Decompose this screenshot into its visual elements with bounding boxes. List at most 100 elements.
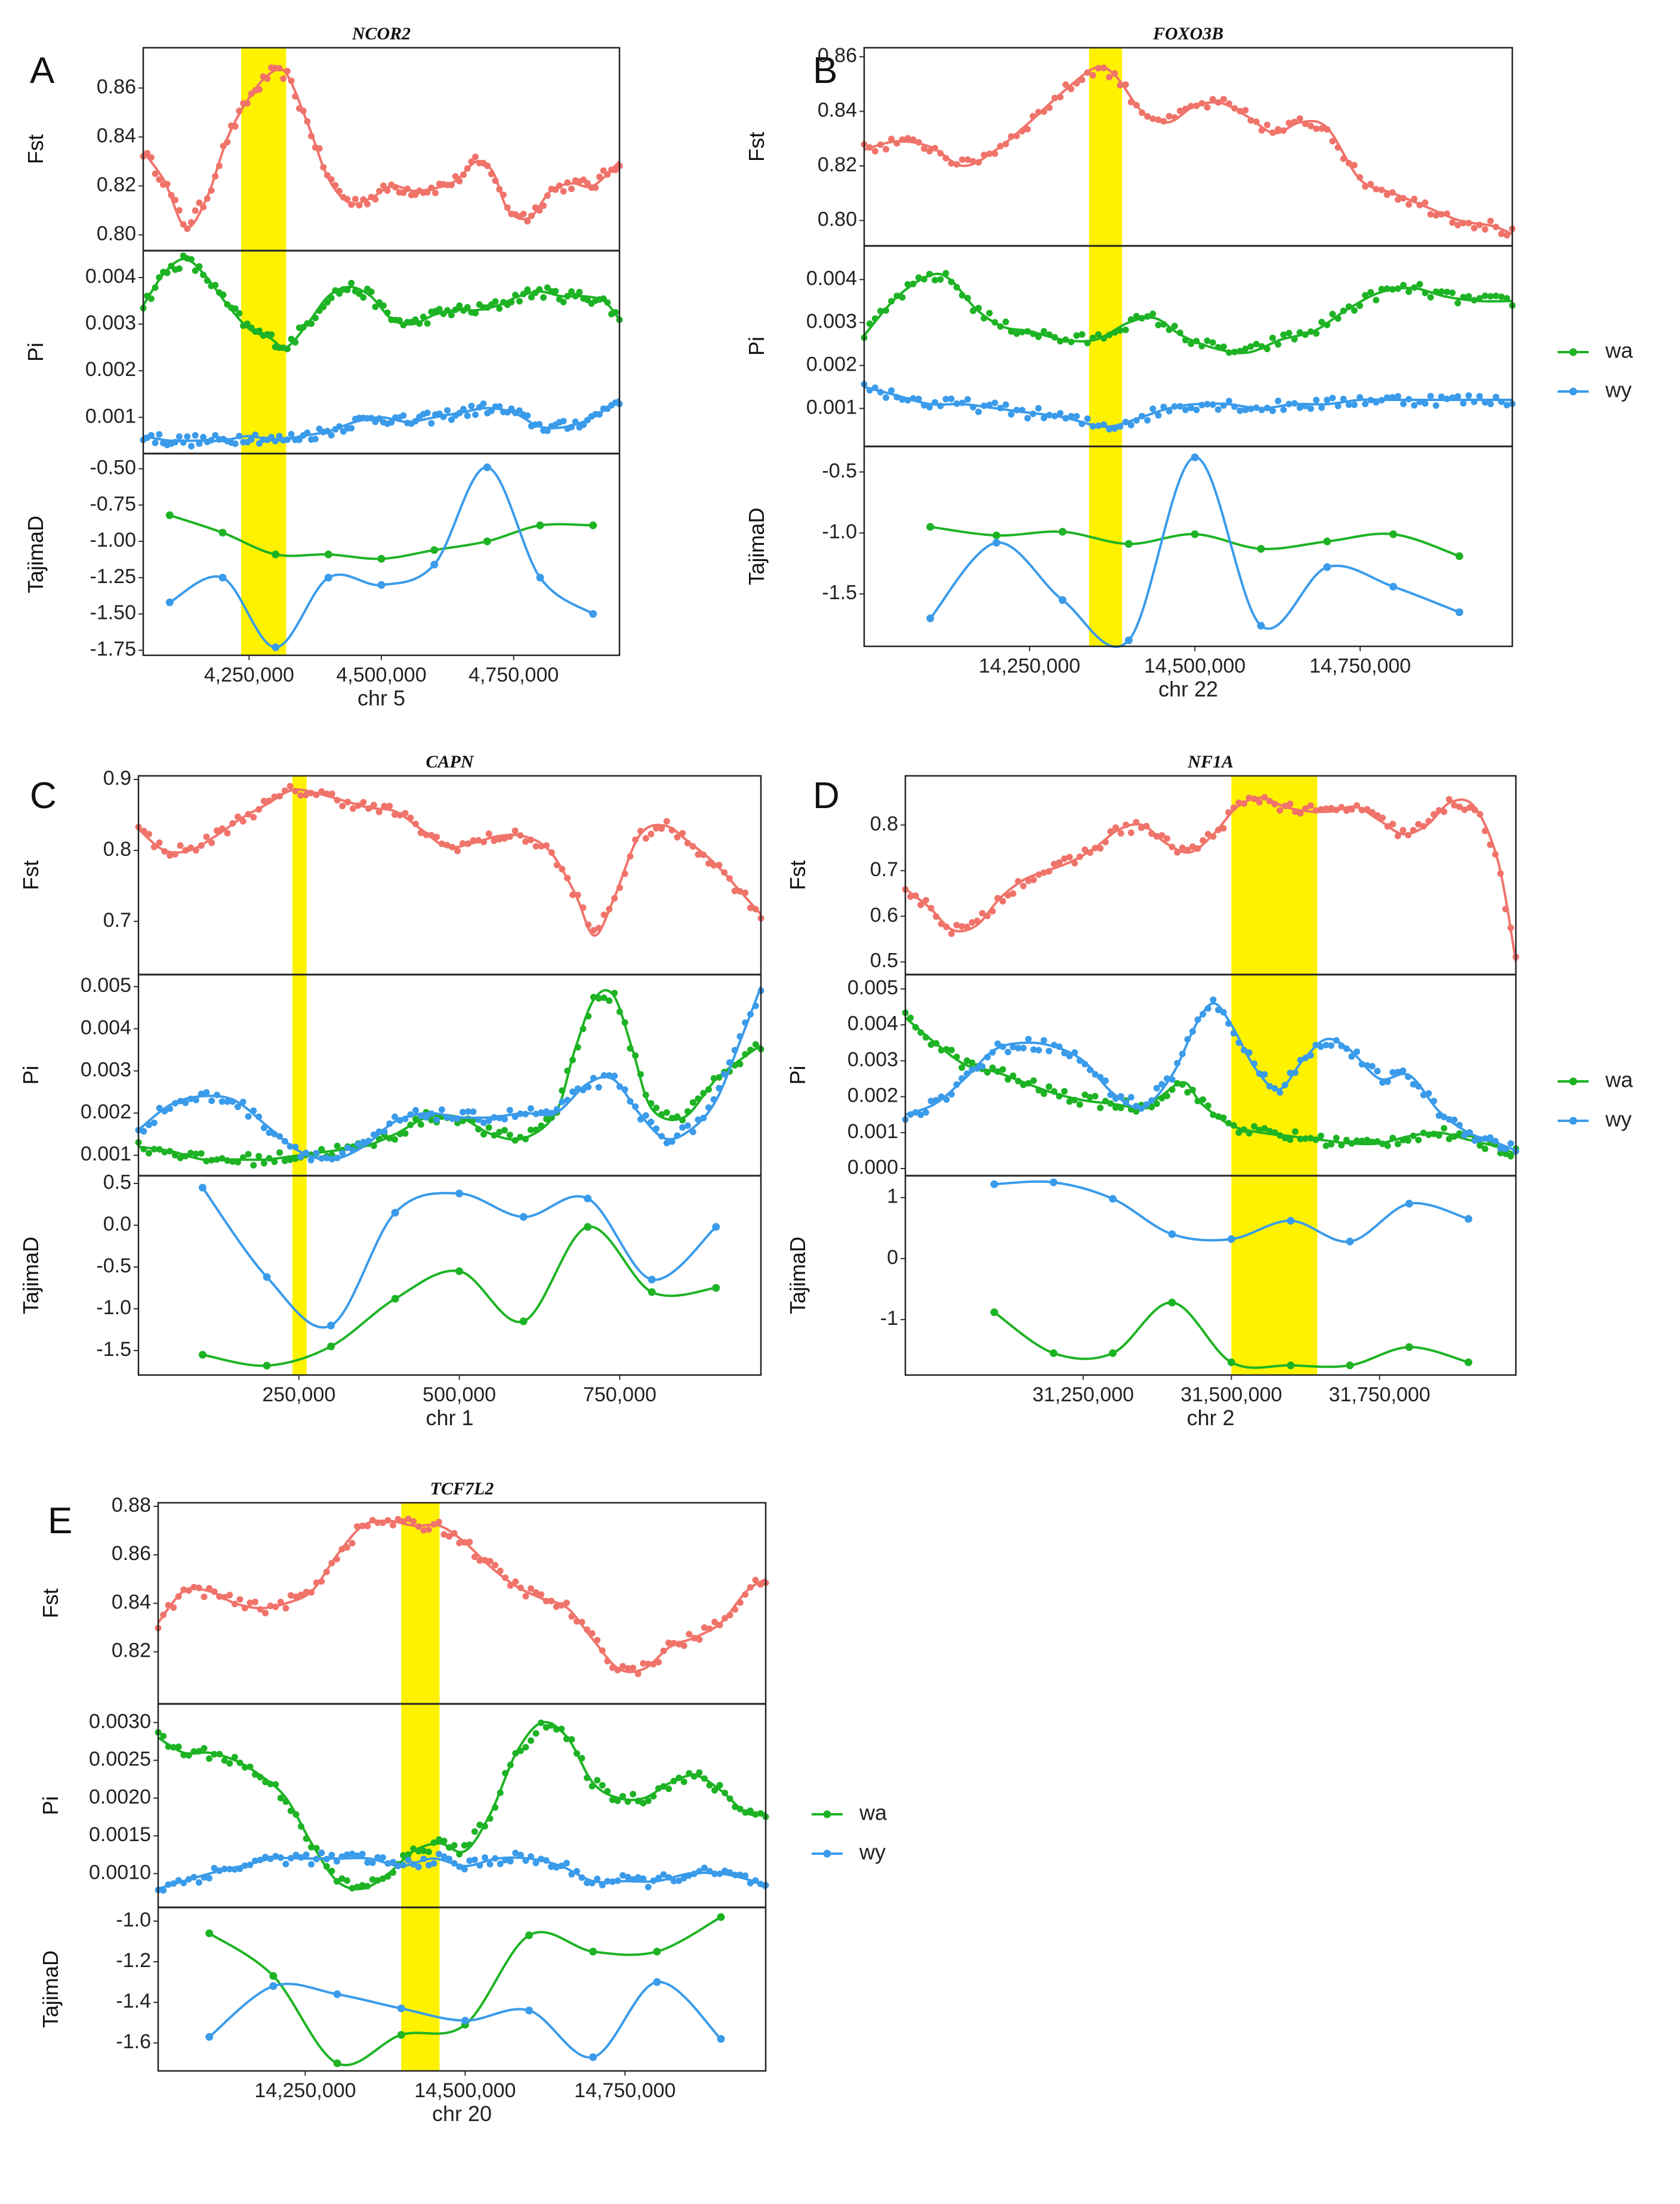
data-point xyxy=(520,211,527,217)
plot-frame xyxy=(137,775,762,1376)
data-point xyxy=(1432,212,1439,219)
data-point xyxy=(1441,1125,1448,1132)
data-point xyxy=(1200,1096,1207,1103)
data-point xyxy=(1449,289,1456,297)
data-point xyxy=(1007,411,1015,418)
data-point xyxy=(1422,400,1429,407)
data-point xyxy=(1471,224,1478,232)
data-point xyxy=(1263,121,1271,128)
data-point xyxy=(485,1124,492,1131)
data-point xyxy=(451,1842,458,1849)
data-point xyxy=(1465,392,1472,399)
data-point xyxy=(156,176,163,183)
data-point xyxy=(430,1860,437,1867)
data-point xyxy=(1444,288,1450,295)
panel-a: A NCOR2 0.80 0.82 0.84 0.86 Fst 0.001 0.002 0.003… xyxy=(23,24,623,710)
data-point xyxy=(701,1864,708,1872)
data-point xyxy=(235,1103,241,1111)
data-point xyxy=(480,400,487,407)
y-tick-label: 0.0020 xyxy=(89,1786,151,1808)
data-point xyxy=(722,1867,729,1875)
data-point xyxy=(1089,72,1096,79)
data-point xyxy=(1313,125,1320,132)
data-point xyxy=(1253,341,1260,347)
series-fst xyxy=(155,1515,769,1678)
y-tick-label: 0.86 xyxy=(97,75,136,98)
data-point xyxy=(480,1119,487,1126)
legend-dot xyxy=(1569,387,1577,396)
data-point xyxy=(224,1098,231,1105)
data-point xyxy=(1405,1137,1411,1144)
highlight-band xyxy=(292,776,307,1375)
data-point xyxy=(318,1849,325,1857)
legend-label: wy xyxy=(1605,378,1632,402)
trend-line xyxy=(158,1856,767,1890)
data-point xyxy=(584,1879,591,1886)
data-point xyxy=(1275,341,1282,348)
y-tick-label: 0.0030 xyxy=(89,1710,151,1733)
data-point xyxy=(201,1744,208,1752)
data-point xyxy=(1050,861,1058,868)
data-point xyxy=(423,1114,430,1121)
y-tick-label: 0.003 xyxy=(81,1058,131,1081)
data-point xyxy=(917,901,924,908)
data-point xyxy=(1291,1128,1299,1135)
data-point xyxy=(1454,300,1462,307)
data-point xyxy=(1280,331,1287,338)
x-tick-label: 250,000 xyxy=(262,1383,335,1406)
data-point xyxy=(1122,326,1129,334)
panel-b: BFOXO3B0.800.820.840.86Fst0.0010.0020.00… xyxy=(744,24,1633,701)
data-point xyxy=(501,1115,508,1123)
data-point xyxy=(994,1040,1001,1047)
data-point xyxy=(392,1113,398,1120)
data-point xyxy=(440,1531,448,1538)
data-point xyxy=(1328,1042,1334,1049)
series-fst xyxy=(140,64,623,232)
data-point xyxy=(1394,1140,1401,1148)
data-point xyxy=(1024,415,1031,422)
y-tick-label: 0.001 xyxy=(847,1120,898,1143)
data-point xyxy=(192,1151,199,1157)
data-point xyxy=(208,1098,215,1104)
data-point xyxy=(211,1864,218,1872)
data-point xyxy=(670,1878,677,1885)
y-tick-label: 0.84 xyxy=(97,124,136,147)
data-point xyxy=(1362,400,1369,408)
y-axis-title: TajimaD xyxy=(38,1950,63,2028)
data-point xyxy=(1261,1125,1268,1132)
data-point xyxy=(653,825,660,832)
data-point xyxy=(999,1066,1006,1073)
data-point xyxy=(501,835,508,842)
data-point xyxy=(266,1129,273,1136)
data-point xyxy=(1317,1132,1324,1139)
data-point xyxy=(1062,81,1069,88)
data-point xyxy=(1002,401,1009,408)
data-point xyxy=(926,147,933,155)
data-point xyxy=(175,433,183,440)
data-point xyxy=(1084,415,1091,423)
data-point xyxy=(255,1152,263,1160)
data-point xyxy=(679,1124,686,1131)
x-tick-label: 31,750,000 xyxy=(1328,1383,1430,1406)
data-point xyxy=(645,1884,652,1891)
y-tick-label: 0.86 xyxy=(112,1542,151,1565)
series-wa xyxy=(990,1299,1472,1370)
data-point xyxy=(528,1585,534,1592)
data-point xyxy=(680,1642,688,1649)
y-tick-label: -1.75 xyxy=(90,638,137,661)
data-point xyxy=(246,1599,254,1607)
data-point xyxy=(471,1856,478,1863)
data-point xyxy=(606,997,613,1004)
data-point xyxy=(1242,107,1249,114)
data-point xyxy=(339,803,346,809)
legend-label: wa xyxy=(1605,1068,1633,1092)
data-point xyxy=(1373,297,1380,304)
data-point xyxy=(400,189,407,196)
data-point xyxy=(208,839,215,846)
data-point xyxy=(507,1858,514,1865)
data-point xyxy=(1097,845,1104,852)
trend-line xyxy=(904,796,1517,963)
y-tick-label: 0.001 xyxy=(81,1143,131,1166)
trend-line xyxy=(202,1225,716,1367)
data-point xyxy=(506,1106,513,1114)
